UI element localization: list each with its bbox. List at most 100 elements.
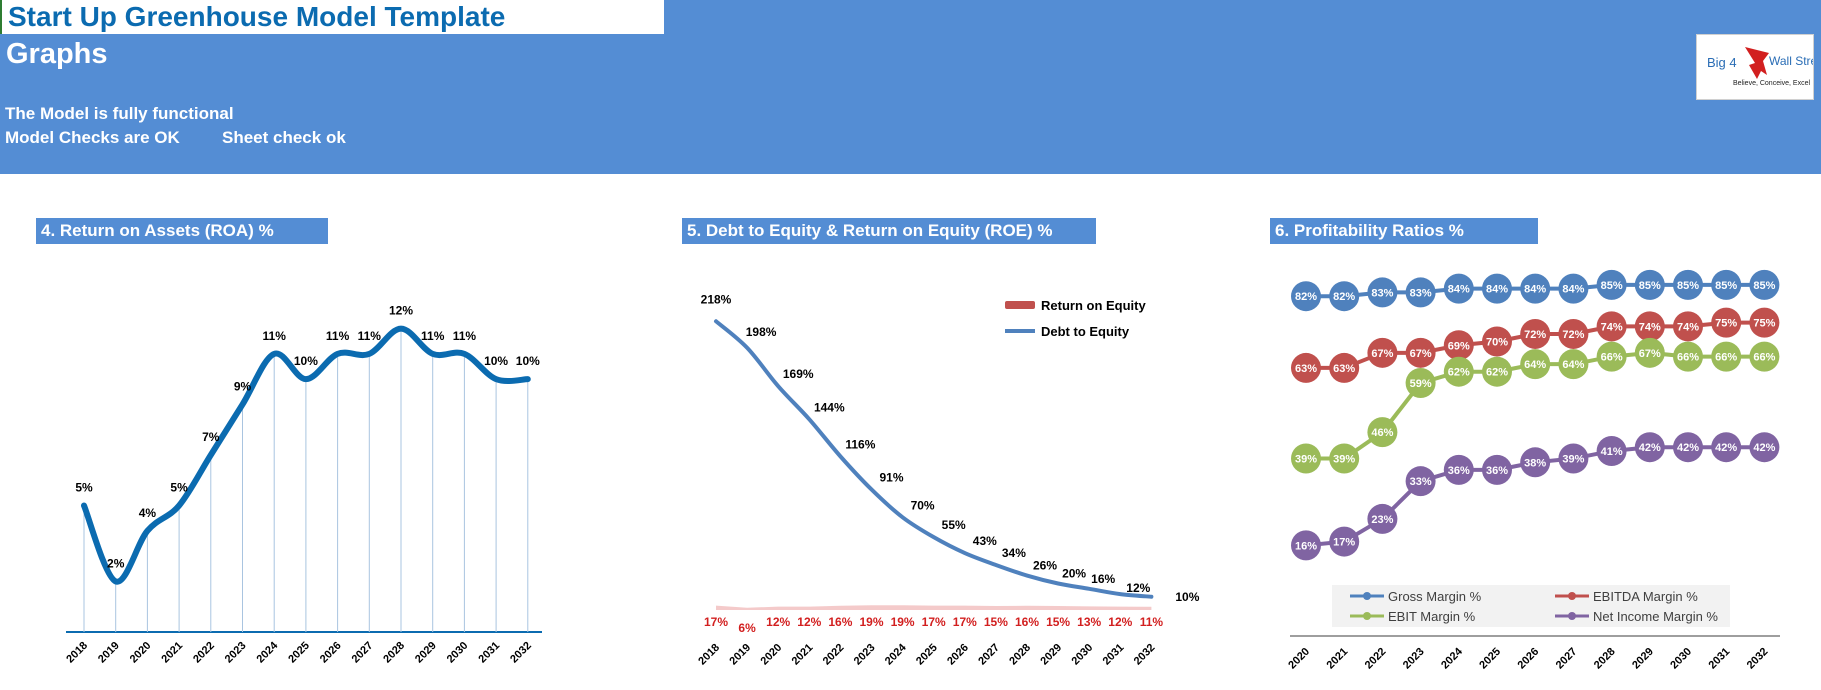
profitability-chart[interactable]: 82% 82% 83% 83% 84% 84% 84% 84% 85% 85% 85% 85% 85% 6… xyxy=(1286,269,1780,672)
de-data-label: 218% xyxy=(701,292,732,306)
x-tick-label: 2031 xyxy=(476,640,502,666)
profit-marker xyxy=(1634,432,1665,463)
profit-data-label: 59% xyxy=(1410,378,1432,390)
profit-data-label: 70% xyxy=(1486,337,1508,349)
profit-marker xyxy=(1367,337,1398,368)
roe-data-label: 15% xyxy=(984,615,1008,629)
profit-marker xyxy=(1749,341,1780,372)
profit-data-label: 83% xyxy=(1410,287,1432,299)
profit-marker xyxy=(1558,318,1589,349)
profit-marker xyxy=(1329,281,1360,312)
profit-marker xyxy=(1367,277,1398,308)
x-tick-label: 2021 xyxy=(1325,646,1351,672)
profit-marker xyxy=(1596,311,1627,342)
legend-marker xyxy=(1363,612,1371,620)
legend-marker xyxy=(1363,592,1371,600)
company-logo: Big 4 Wall Street Believe, Conceive, Exc… xyxy=(1696,34,1821,100)
profit-data-label: 85% xyxy=(1639,280,1661,292)
profit-marker xyxy=(1482,356,1512,387)
roa-data-label: 9% xyxy=(234,379,252,393)
profit-marker xyxy=(1520,349,1551,380)
x-tick-label: 2026 xyxy=(1516,646,1542,672)
profit-data-label: 67% xyxy=(1639,348,1661,360)
profit-data-label: 85% xyxy=(1601,280,1623,292)
profit-marker xyxy=(1405,368,1436,399)
roa-data-label: 4% xyxy=(139,506,157,520)
profit-data-label: 84% xyxy=(1448,284,1470,296)
profit-marker xyxy=(1482,454,1512,485)
roe-data-label: 16% xyxy=(1015,615,1039,629)
profit-marker xyxy=(1291,530,1321,561)
roa-data-label: 5% xyxy=(75,481,93,495)
profit-legend: Gross Margin % EBITDA Margin % EBIT Margin… xyxy=(1332,585,1730,627)
profit-data-label: 84% xyxy=(1524,284,1546,296)
profit-data-label: 67% xyxy=(1410,348,1432,360)
x-tick-label: 2030 xyxy=(1070,642,1096,668)
profit-marker xyxy=(1711,432,1742,463)
profit-data-label: 16% xyxy=(1295,540,1317,552)
de-data-label: 26% xyxy=(1033,559,1057,573)
de-data-label: 70% xyxy=(911,498,935,512)
x-tick-label: 2025 xyxy=(914,642,940,668)
profit-marker xyxy=(1443,356,1474,387)
eagle-icon xyxy=(1745,47,1769,79)
de-data-label: 169% xyxy=(783,367,814,381)
profit-marker xyxy=(1711,307,1742,338)
legend-label: Gross Margin % xyxy=(1388,589,1482,604)
profit-data-label: 64% xyxy=(1562,359,1584,371)
roa-data-label: 10% xyxy=(484,354,508,368)
de-data-label: 144% xyxy=(814,400,845,414)
profit-marker xyxy=(1291,352,1321,383)
roa-data-label: 7% xyxy=(202,430,220,444)
legend-marker xyxy=(1568,612,1576,620)
profit-marker xyxy=(1329,352,1360,383)
de-roe-chart[interactable]: 218% 198% 169% 144% 116% 91% 70% 55% 43% 34% 26% 20… xyxy=(696,292,1199,667)
x-tick-label: 2031 xyxy=(1101,642,1127,668)
profit-data-label: 23% xyxy=(1371,514,1393,526)
de-data-label: 43% xyxy=(973,534,997,548)
roe-data-label: 17% xyxy=(704,615,728,629)
x-tick-label: 2030 xyxy=(445,640,471,666)
x-tick-label: 2021 xyxy=(159,640,185,666)
roe-data-label: 13% xyxy=(1077,615,1101,629)
profit-data-label: 39% xyxy=(1295,454,1317,466)
x-tick-label: 2023 xyxy=(223,640,249,666)
profit-data-label: 82% xyxy=(1295,291,1317,303)
de-data-label: 16% xyxy=(1091,572,1115,586)
profit-data-label: 82% xyxy=(1333,291,1355,303)
profit-marker xyxy=(1443,330,1474,361)
profit-data-label: 67% xyxy=(1371,348,1393,360)
profit-data-label: 36% xyxy=(1448,465,1470,477)
roe-data-label: 16% xyxy=(828,615,852,629)
roa-chart[interactable]: 5% 2018 2% 2019 4% 2020 5% 2021 7% 2022 9% 2023 11% 2… xyxy=(64,304,542,666)
x-tick-label: 2018 xyxy=(64,640,90,666)
profit-data-label: 63% xyxy=(1295,363,1317,375)
roa-data-label: 10% xyxy=(294,354,318,368)
x-tick-label: 2027 xyxy=(1554,646,1580,672)
de-data-label: 10% xyxy=(1175,590,1199,604)
x-tick-label: 2029 xyxy=(1630,646,1656,672)
roe-data-label: 11% xyxy=(1140,615,1164,629)
x-tick-label: 2020 xyxy=(1286,646,1312,672)
page-title: Start Up Greenhouse Model Template xyxy=(8,1,506,32)
profit-data-label: 66% xyxy=(1753,352,1775,364)
page-subtitle: Graphs xyxy=(6,38,108,70)
profit-marker xyxy=(1634,269,1665,300)
x-tick-label: 2026 xyxy=(945,642,971,668)
de-data-label: 20% xyxy=(1062,567,1086,581)
x-tick-label: 2023 xyxy=(852,642,878,668)
roe-data-label: 12% xyxy=(1108,615,1132,629)
title-cell[interactable]: Start Up Greenhouse Model Template xyxy=(0,0,664,34)
profit-data-label: 63% xyxy=(1333,363,1355,375)
profit-data-label: 74% xyxy=(1677,321,1699,333)
x-tick-label: 2029 xyxy=(413,640,439,666)
logo-main: Big 4 xyxy=(1707,55,1737,70)
profit-data-label: 72% xyxy=(1562,329,1584,341)
roa-data-label: 11% xyxy=(453,329,477,343)
x-tick-label: 2028 xyxy=(381,640,407,666)
status-model-checks: Model Checks are OK xyxy=(5,128,180,147)
profit-data-label: 75% xyxy=(1753,318,1775,330)
profit-data-label: 84% xyxy=(1486,284,1508,296)
legend-label: Net Income Margin % xyxy=(1593,609,1718,624)
